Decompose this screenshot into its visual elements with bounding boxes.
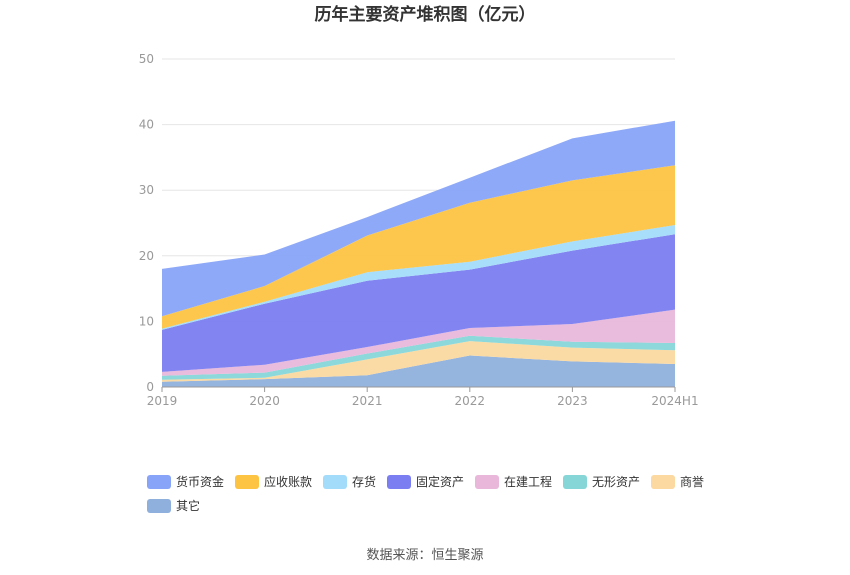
x-tick-label: 2023	[557, 394, 588, 408]
y-tick-label: 40	[139, 118, 154, 132]
legend-swatch	[563, 475, 587, 489]
legend-swatch	[651, 475, 675, 489]
x-tick-label: 2021	[352, 394, 383, 408]
axes: 0 10 20 30 40 50 2019 2020 2021 2022 2023 2024H1	[139, 52, 699, 408]
y-tick-label: 30	[139, 183, 154, 197]
legend-item[interactable]: 固定资产	[387, 474, 464, 489]
legend-label: 应收账款	[264, 474, 312, 489]
area-series	[162, 165, 675, 329]
y-tick-label: 10	[139, 314, 154, 328]
legend-swatch	[387, 475, 411, 489]
legend-label: 商誉	[680, 474, 704, 489]
x-tick-label: 2022	[455, 394, 486, 408]
chart-title: 历年主要资产堆积图（亿元）	[315, 4, 536, 25]
x-tick-label: 2020	[249, 394, 280, 408]
plot-area	[162, 120, 675, 387]
legend-swatch	[235, 475, 259, 489]
legend-swatch	[147, 499, 171, 513]
legend-swatch	[323, 475, 347, 489]
source-note: 数据来源：恒生聚源	[366, 548, 483, 563]
legend-item[interactable]: 货币资金	[147, 474, 224, 489]
legend-item[interactable]: 存货	[323, 474, 376, 489]
legend-label: 无形资产	[592, 475, 640, 489]
legend-label: 其它	[176, 498, 200, 513]
legend-item[interactable]: 无形资产	[563, 475, 640, 489]
y-tick-label: 0	[146, 380, 154, 394]
legend-label: 固定资产	[416, 474, 464, 489]
area-series	[162, 225, 675, 330]
legend-label: 货币资金	[176, 474, 224, 489]
x-tick-label: 2019	[147, 394, 178, 408]
area-series	[162, 309, 675, 376]
legend-item[interactable]: 应收账款	[235, 474, 312, 489]
area-series	[162, 335, 675, 380]
legend-item[interactable]: 商誉	[651, 474, 704, 489]
legend-label: 在建工程	[504, 474, 552, 489]
x-tick-label: 2024H1	[651, 394, 698, 408]
legend-label: 存货	[352, 474, 376, 489]
legend-swatch	[147, 475, 171, 489]
y-tick-label: 20	[139, 249, 154, 263]
y-tick-label: 50	[139, 52, 154, 66]
legend-swatch	[475, 475, 499, 489]
legend-item[interactable]: 其它	[147, 498, 200, 513]
area-series	[162, 355, 675, 387]
legend-item[interactable]: 在建工程	[475, 474, 552, 489]
area-series	[162, 341, 675, 382]
area-series	[162, 234, 675, 372]
area-series	[162, 120, 675, 317]
